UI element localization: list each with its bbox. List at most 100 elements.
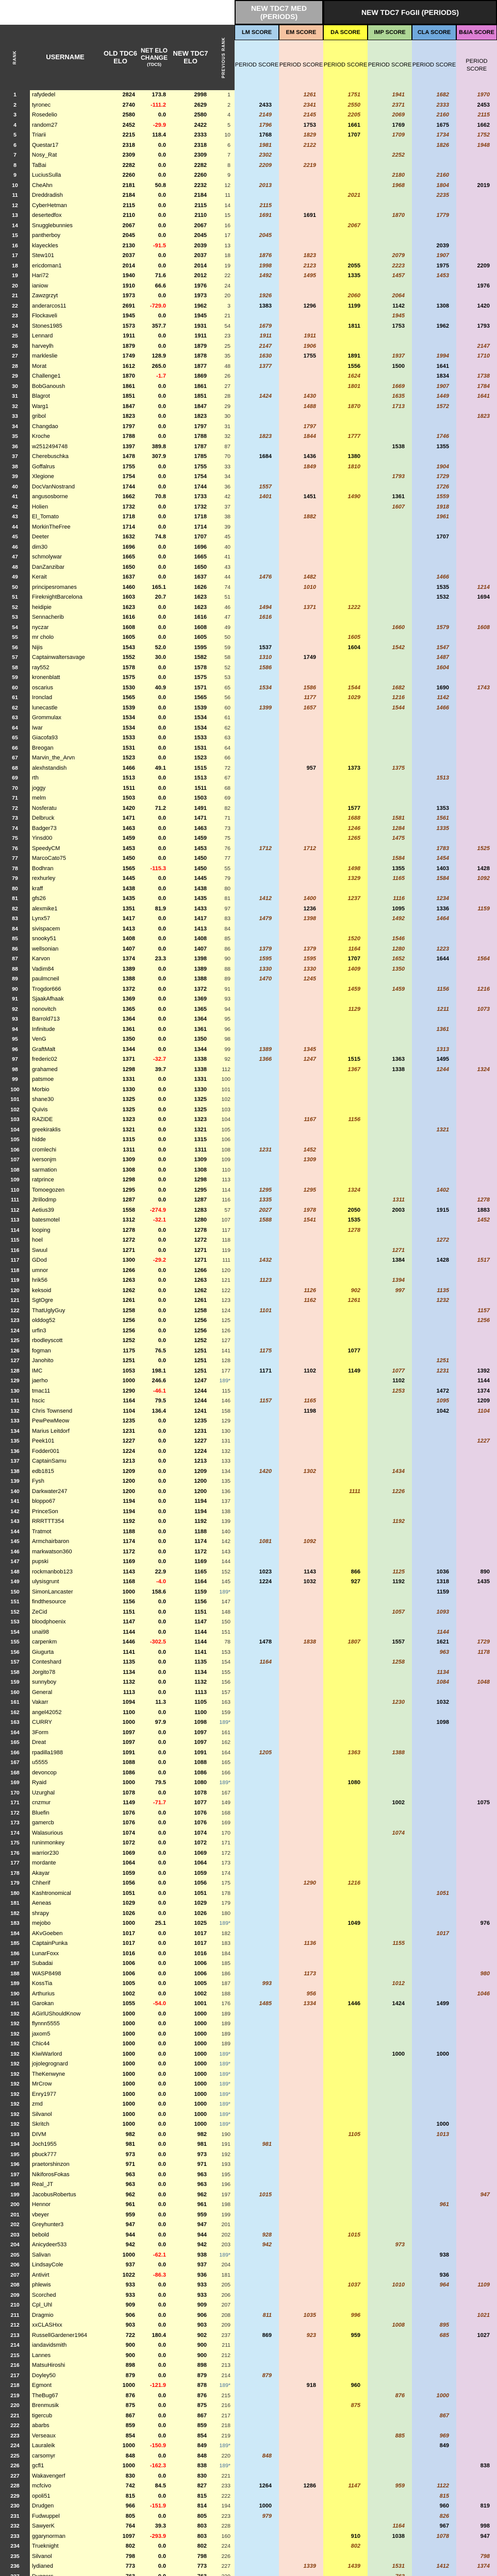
new-elo-cell: 1626 <box>168 582 213 592</box>
period-score-cell <box>323 1667 368 1677</box>
period-score-cell: 1712 <box>235 843 279 854</box>
period-score-cell <box>412 1788 456 1798</box>
table-row: 42 Holien 1732 0.0 1732 37 1607 1918 <box>0 502 497 512</box>
period-score-cell: 1231 <box>412 1366 456 1376</box>
period-score-header: PERIOD SCORE <box>368 40 412 90</box>
rank-cell: 2 <box>0 100 30 110</box>
old-elo-cell: 1879 <box>101 341 140 351</box>
net-change-cell: 0.0 <box>140 1276 168 1286</box>
prev-rank-cell: 189 <box>213 2019 235 2029</box>
net-change-cell: 0.0 <box>140 1155 168 1165</box>
old-elo-cell: 1311 <box>101 1145 140 1155</box>
table-row: 110 Tomoegozen 1295 0.0 1295 114 1295 1295 1324 1… <box>0 1185 497 1195</box>
period-score-cell <box>412 1155 456 1165</box>
rank-cell: 135 <box>0 1436 30 1447</box>
rank-cell: 61 <box>0 693 30 703</box>
period-score-cell <box>368 1778 412 1788</box>
period-score-cell: 928 <box>235 2230 279 2240</box>
period-score-cell: 1535 <box>412 582 456 592</box>
period-score-cell <box>235 1497 279 1507</box>
new-elo-cell: 1241 <box>168 1406 213 1416</box>
rank-cell: 217 <box>0 2370 30 2381</box>
rank-cell: 128 <box>0 1366 30 1376</box>
table-row: 170 Uzurghal 1078 0.0 1078 167 <box>0 1788 497 1798</box>
rank-cell: 145 <box>0 1537 30 1547</box>
period-score-cell: 1709 <box>368 130 412 141</box>
new-elo-cell: 1165 <box>168 1567 213 1577</box>
old-elo-cell: 1064 <box>101 1858 140 1869</box>
period-score-cell <box>456 1426 497 1436</box>
rank-cell: 161 <box>0 1698 30 1708</box>
rank-cell: 210 <box>0 2300 30 2311</box>
period-score-cell <box>368 1105 412 1115</box>
period-score-cell <box>412 311 456 321</box>
table-row: 5 Triarii 2215 118.4 2333 10 1768 1829 1707 1709 1… <box>0 130 497 141</box>
net-change-cell: 0.0 <box>140 1738 168 1748</box>
period-score-cell: 1261 <box>323 1296 368 1306</box>
period-score-cell <box>279 1748 323 1758</box>
old-elo-cell: 1565 <box>101 863 140 874</box>
period-score-cell <box>235 783 279 793</box>
period-score-cell <box>412 1426 456 1436</box>
period-score-cell: 1156 <box>412 984 456 994</box>
period-score-cell <box>279 2431 323 2441</box>
table-row: 117 GDod 1300 -29.2 1271 111 1432 1384 1428 1517 <box>0 1256 497 1266</box>
net-change-cell: 81.9 <box>140 904 168 914</box>
net-change-cell: 0.0 <box>140 964 168 974</box>
period-score-cell <box>323 1928 368 1939</box>
period-score-cell <box>323 1908 368 1919</box>
old-elo-cell: 1603 <box>101 592 140 603</box>
period-score-cell <box>368 2270 412 2280</box>
period-score-cell <box>368 2069 412 2079</box>
period-score-cell <box>456 191 497 201</box>
period-score-cell <box>368 582 412 592</box>
net-change-cell: 0.0 <box>140 1175 168 1185</box>
period-score-cell <box>323 2370 368 2381</box>
period-score-cell: 2160 <box>412 110 456 121</box>
rank-cell: 160 <box>0 1687 30 1698</box>
period-score-cell: 1713 <box>368 401 412 412</box>
period-score-cell <box>235 2491 279 2501</box>
rank-cell: 196 <box>0 2160 30 2170</box>
period-score-cell <box>323 2341 368 2351</box>
new-elo-cell: 1877 <box>168 361 213 371</box>
period-score-cell <box>323 1406 368 1416</box>
username-cell: angel42052 <box>30 1707 101 1718</box>
period-score-cell <box>368 1135 412 1145</box>
column-header-net-change: NET ELO CHANGE (TDC5) <box>140 25 168 90</box>
net-change-cell: 0.0 <box>140 1225 168 1235</box>
period-score-cell: 1823 <box>235 432 279 442</box>
period-score-cell: 947 <box>456 2531 497 2541</box>
prev-rank-cell: 40 <box>213 542 235 552</box>
period-score-cell <box>368 2029 412 2039</box>
period-score-cell <box>279 2089 323 2099</box>
period-score-cell <box>279 1306 323 1316</box>
period-score-cell <box>323 572 368 583</box>
net-change-cell: 0.0 <box>140 1687 168 1698</box>
period-score-cell: 1801 <box>323 381 368 392</box>
rank-cell: 71 <box>0 793 30 804</box>
period-score-cell <box>456 2370 497 2381</box>
period-score-cell <box>235 863 279 874</box>
prev-rank-cell: 29 <box>213 401 235 412</box>
period-score-cell: 1937 <box>368 351 412 362</box>
rank-cell: 169 <box>0 1778 30 1788</box>
new-elo-cell: 1445 <box>168 874 213 884</box>
username-cell: DIVM <box>30 2129 101 2140</box>
table-row: 224 Lauraleik 1000 -150.9 849 189* 849 <box>0 2441 497 2451</box>
rank-cell: 14 <box>0 221 30 231</box>
period-score-cell <box>279 2491 323 2501</box>
period-score-cell: 1870 <box>323 401 368 412</box>
new-elo-cell: 1271 <box>168 1245 213 1256</box>
rank-cell: 226 <box>0 2461 30 2471</box>
period-score-cell <box>412 2059 456 2070</box>
net-change-cell: 0.0 <box>140 1557 168 1567</box>
net-change-cell: 0.0 <box>140 2099 168 2110</box>
period-score-cell: 1227 <box>456 1436 497 1447</box>
username-cell: Questar17 <box>30 140 101 150</box>
new-elo-cell: 1258 <box>168 1306 213 1316</box>
table-row: 17 Stew101 2037 0.0 2037 18 1876 1823 2079 1907 <box>0 251 497 261</box>
table-row: 204 Anicydeer533 942 0.0 942 203 942 973 <box>0 2240 497 2250</box>
period-score-cell: 1525 <box>456 843 497 854</box>
username-cell: ratprince <box>30 1175 101 1185</box>
